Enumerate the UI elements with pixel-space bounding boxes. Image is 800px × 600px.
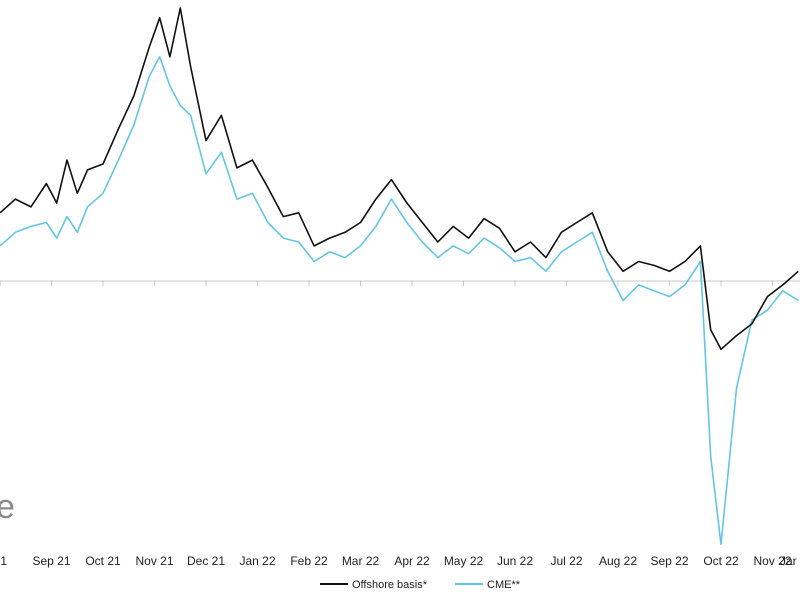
- series-line-offshore-basis: [0, 7, 799, 351]
- x-tick-label: Nov 22: [753, 554, 791, 568]
- x-tick-label: Dec 21: [187, 554, 225, 568]
- legend-label-offshore-basis: Offshore basis*: [352, 579, 428, 591]
- x-tick-label: Aug 22: [599, 554, 637, 568]
- x-tick-label: Mar 22: [342, 554, 380, 568]
- series-line-cme: [0, 56, 799, 546]
- x-tick-label: Jar: [780, 554, 797, 568]
- x-tick-label: Nov 21: [135, 554, 173, 568]
- legend: Offshore basis* CME**: [320, 579, 521, 591]
- x-tick-label: Sep 21: [32, 554, 70, 568]
- x-tick-label: Oct 21: [85, 554, 121, 568]
- x-tick-label: Apr 22: [394, 554, 430, 568]
- x-tick-label: Sep 22: [650, 554, 688, 568]
- x-tick-label: Feb 22: [290, 554, 328, 568]
- x-tick-label: Oct 22: [703, 554, 739, 568]
- watermark-glyph: e: [0, 488, 15, 526]
- x-tick-label: Jan 22: [239, 554, 275, 568]
- x-tick-label: May 22: [444, 554, 484, 568]
- x-tick-label: Jul 22: [550, 554, 582, 568]
- axis-layer: 21 Sep 21 Oct 21 Nov 21 Dec 21 Jan 22 Feb 22 Ma…: [0, 280, 800, 568]
- x-tick-label: 21: [0, 554, 7, 568]
- series-layer: [0, 7, 799, 546]
- legend-label-cme: CME**: [487, 579, 521, 591]
- x-tick-label: Jun 22: [497, 554, 533, 568]
